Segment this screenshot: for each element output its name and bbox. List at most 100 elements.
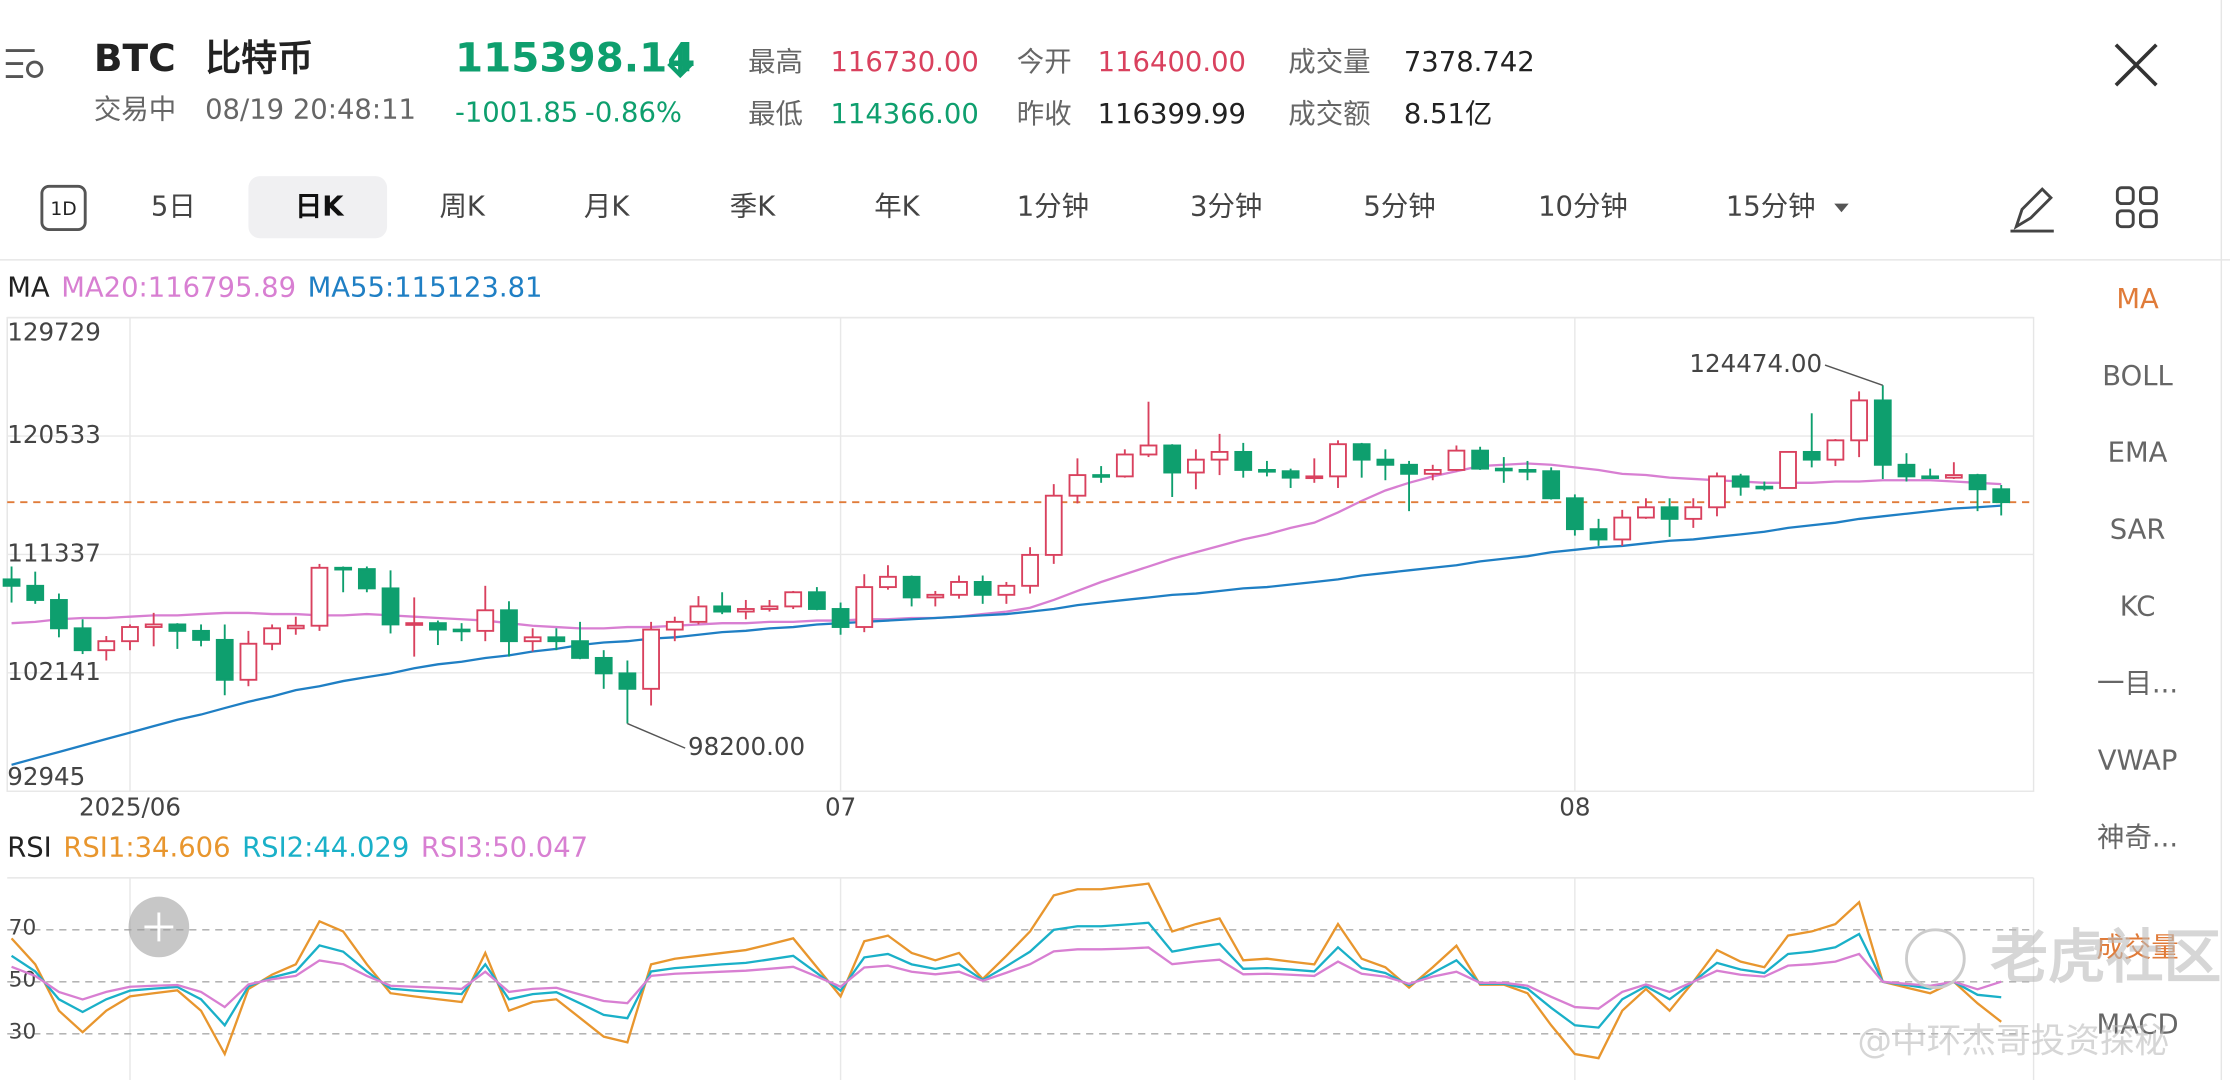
indicator[interactable]: MACD [2096,1010,2178,1041]
candle-body [547,636,566,643]
candle-body [286,624,305,630]
candle-body [1376,458,1395,466]
layout-icon[interactable] [2115,186,2158,229]
time: 08/19 20:48:11 [205,95,416,126]
candle-body [1447,449,1466,471]
indicator[interactable]: VWAP [2098,746,2178,777]
candle-body [1968,474,1987,491]
candle-body [121,626,139,643]
candle-body [665,620,684,631]
candle-body [452,628,471,633]
legend-entry: MA20:116795.89 [61,272,296,303]
candle-body [1329,443,1347,478]
stat-value: 116730.00 [830,47,978,78]
change: -1001.85 [455,98,578,129]
watermark: 老虎社区 [1990,923,2221,991]
close-button[interactable] [2114,43,2158,87]
tab[interactable]: 年K [874,191,920,222]
tab[interactable]: 10分钟 [1538,191,1628,222]
min-leader [627,722,686,749]
candle-body [879,575,897,589]
candle-body [1021,553,1039,587]
candle-body [1944,474,1963,479]
candle-body [855,586,874,628]
indicator[interactable]: EMA [2108,438,2168,469]
stat-label: 成交额 [1288,99,1370,130]
candle-body [405,622,424,626]
tab[interactable]: 季K [730,191,776,222]
max-label: 124474.00 [1689,349,1822,378]
candle-body [192,629,210,641]
indicator[interactable]: SAR [2110,515,2166,546]
tab[interactable]: 3分钟 [1190,191,1262,222]
candle-body [1400,463,1418,475]
stat-value: 7378.742 [1404,47,1535,78]
tab[interactable]: 日K [295,191,345,222]
indicator[interactable]: BOLL [2102,361,2173,392]
candle-body [1281,470,1300,479]
watermark: @中环杰哥投资探秘 [1857,1021,2169,1061]
indicator[interactable]: 神奇... [2097,823,2178,854]
candle-body [523,636,542,643]
candle-body [713,605,732,613]
stat-value: 116399.99 [1098,99,1246,130]
candle-body [476,609,495,632]
candle-body [1731,475,1750,488]
watermark-logo [1905,928,1966,990]
menu-icon[interactable] [5,49,44,78]
tab[interactable]: 1分钟 [1017,191,1089,222]
period-icon-box[interactable] [40,184,87,232]
candle-body [1471,449,1490,470]
candle-body [1423,469,1442,475]
stat-value: 8.51亿 [1404,99,1492,130]
candle-body [1921,475,1940,480]
y-tick-label: 30 [9,1019,37,1044]
legend-title: MA [7,272,50,303]
candle-body [1637,506,1655,519]
tab[interactable]: 5日 [151,191,196,222]
candle-body [1873,399,1892,466]
candle-body [760,605,779,610]
candle-body [357,568,376,590]
legend-entry: RSI1:34.606 [63,832,230,863]
tab[interactable]: 月K [584,191,630,222]
candle-body [1352,443,1371,461]
candle-body [97,640,116,652]
candle-body [571,640,589,659]
x-tick-label: 2025/06 [79,793,181,822]
add-button-plus[interactable] [144,912,174,942]
series-line [10,882,2002,1060]
candle-body [642,628,660,690]
candle-body [1044,494,1063,556]
tab[interactable]: 周K [439,191,485,222]
down-arrow [667,46,694,79]
tab[interactable]: 15分钟 [1726,191,1816,222]
candle-body [310,566,329,627]
indicator[interactable]: 一目... [2097,669,2178,700]
tab[interactable]: 5分钟 [1363,191,1435,222]
candle-body [1494,467,1513,472]
candle-body [2,578,21,587]
candle-body [215,638,234,681]
candle-body [1826,439,1845,461]
draw-icon[interactable] [2010,187,2054,233]
candle-body [926,593,945,599]
candle-body [1589,528,1608,541]
candle-body [381,587,400,626]
legend-entry: RSI2:44.029 [242,832,409,863]
candle-body [50,599,68,630]
dropdown-caret[interactable] [1834,203,1849,213]
legend-entry: MA55:115123.81 [308,272,543,303]
candle-body [1755,485,1774,490]
change-pct: -0.86% [585,98,682,129]
candle-body [1660,506,1679,520]
candle-body [1850,399,1868,442]
indicator[interactable]: KC [2120,592,2156,623]
indicator[interactable]: MA [2116,284,2159,315]
candle-body [1068,474,1087,497]
period-icon[interactable]: 1D [50,199,76,220]
status: 交易中 [94,95,176,126]
candle-body [1115,453,1134,478]
indicator[interactable]: 成交量 [2096,933,2178,964]
